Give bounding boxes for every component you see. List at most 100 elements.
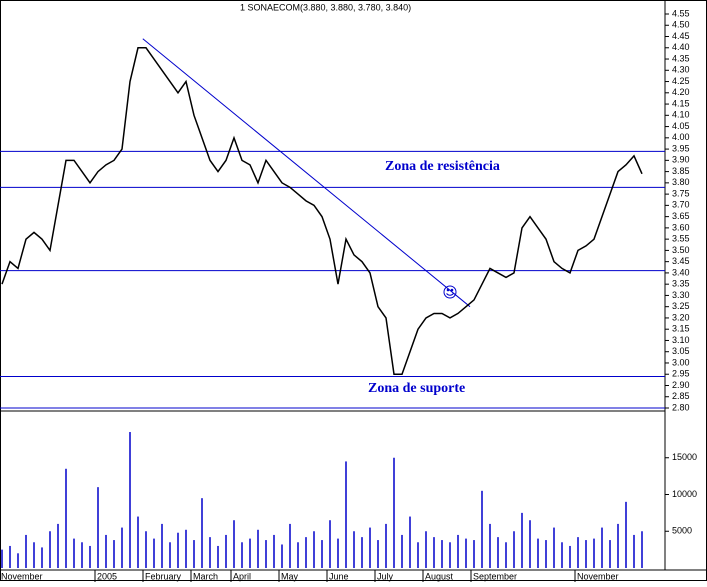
x-tick-label: June bbox=[329, 571, 349, 581]
volume-bar bbox=[537, 538, 539, 568]
volume-bar bbox=[529, 520, 531, 568]
volume-bar bbox=[105, 534, 107, 568]
x-tick-label: May bbox=[281, 571, 299, 581]
volume-bar bbox=[561, 542, 563, 568]
volume-bar bbox=[273, 534, 275, 568]
y-tick-label: 3.50 bbox=[672, 245, 690, 255]
y-tick-label: 15000 bbox=[672, 452, 697, 462]
y-tick-label: 2.95 bbox=[672, 369, 690, 379]
volume-bar bbox=[185, 529, 187, 568]
volume-bar bbox=[337, 538, 339, 568]
volume-bar bbox=[1, 549, 3, 568]
volume-bar bbox=[313, 531, 315, 568]
volume-bar bbox=[265, 540, 267, 568]
volume-bar bbox=[297, 542, 299, 568]
volume-bar bbox=[353, 531, 355, 568]
volume-bar bbox=[121, 527, 123, 568]
volume-bar bbox=[57, 523, 59, 568]
volume-bar bbox=[385, 523, 387, 568]
y-tick-label: 3.60 bbox=[672, 222, 690, 232]
y-tick-label: 3.15 bbox=[672, 324, 690, 334]
y-tick-label: 4.05 bbox=[672, 121, 690, 131]
volume-bar bbox=[577, 537, 579, 568]
y-tick-label: 2.90 bbox=[672, 380, 690, 390]
volume-bar bbox=[33, 542, 35, 568]
volume-bar bbox=[465, 538, 467, 568]
x-tick-label: March bbox=[193, 571, 218, 581]
y-tick-label: 3.70 bbox=[672, 200, 690, 210]
y-tick-label: 4.45 bbox=[672, 31, 690, 41]
volume-bar bbox=[497, 537, 499, 568]
x-tick-label: September bbox=[473, 571, 517, 581]
y-tick-label: 3.25 bbox=[672, 301, 690, 311]
volume-bar bbox=[361, 537, 363, 568]
volume-bar bbox=[377, 540, 379, 568]
volume-bar bbox=[233, 520, 235, 568]
y-tick-label: 4.35 bbox=[672, 53, 690, 63]
y-tick-label: 4.10 bbox=[672, 110, 690, 120]
price-line bbox=[1, 47, 643, 375]
y-tick-label: 3.40 bbox=[672, 267, 690, 277]
volume-bar bbox=[345, 461, 347, 568]
y-tick-label: 10000 bbox=[672, 489, 697, 499]
volume-bar bbox=[569, 545, 571, 568]
volume-bar bbox=[241, 542, 243, 568]
volume-bar bbox=[161, 523, 163, 568]
y-tick-label: 3.45 bbox=[672, 256, 690, 266]
volume-bar bbox=[305, 537, 307, 568]
volume-bar bbox=[505, 542, 507, 568]
volume-bar bbox=[257, 529, 259, 568]
y-tick-label: 3.20 bbox=[672, 312, 690, 322]
x-tick-label: August bbox=[425, 571, 454, 581]
x-tick-label: November bbox=[577, 571, 619, 581]
volume-bar bbox=[601, 527, 603, 568]
volume-bar bbox=[17, 553, 19, 568]
volume-bar bbox=[393, 457, 395, 568]
volume-bar bbox=[81, 542, 83, 568]
volume-bar bbox=[145, 531, 147, 568]
y-tick-label: 5000 bbox=[672, 526, 692, 536]
y-tick-label: 2.85 bbox=[672, 391, 690, 401]
y-tick-label: 4.00 bbox=[672, 132, 690, 142]
volume-bar bbox=[457, 534, 459, 568]
y-tick-label: 3.35 bbox=[672, 279, 690, 289]
volume-bar bbox=[641, 531, 643, 568]
volume-bar bbox=[449, 542, 451, 568]
volume-bar bbox=[417, 542, 419, 568]
volume-bar bbox=[113, 540, 115, 568]
volume-bar bbox=[201, 498, 203, 568]
y-tick-label: 4.55 bbox=[672, 8, 690, 18]
y-tick-label: 4.20 bbox=[672, 87, 690, 97]
chart-title: 1 SONAECOM(3.880, 3.880, 3.780, 3.840) bbox=[240, 2, 411, 12]
volume-bar bbox=[473, 540, 475, 568]
trend-line bbox=[142, 38, 471, 308]
volume-bar bbox=[433, 537, 435, 568]
y-tick-label: 3.85 bbox=[672, 166, 690, 176]
volume-bar bbox=[441, 540, 443, 568]
volume-bar bbox=[401, 534, 403, 568]
y-tick-label: 3.10 bbox=[672, 335, 690, 345]
volume-bar bbox=[633, 534, 635, 568]
volume-bar bbox=[49, 531, 51, 568]
volume-bar bbox=[593, 538, 595, 568]
y-tick-label: 3.65 bbox=[672, 211, 690, 221]
volume-bar bbox=[137, 516, 139, 568]
volume-bar bbox=[129, 432, 131, 568]
volume-bar bbox=[617, 523, 619, 568]
volume-bar bbox=[609, 540, 611, 568]
volume-bar bbox=[513, 531, 515, 568]
volume-bar bbox=[425, 531, 427, 568]
volume-bar bbox=[281, 544, 283, 568]
volume-bar bbox=[193, 540, 195, 568]
volume-bar bbox=[73, 538, 75, 568]
volume-bar bbox=[65, 468, 67, 568]
volume-bar bbox=[89, 545, 91, 568]
x-tick-label: July bbox=[377, 571, 394, 581]
volume-bar bbox=[553, 527, 555, 568]
x-tick-label: February bbox=[145, 571, 182, 581]
y-tick-label: 4.25 bbox=[672, 76, 690, 86]
y-tick-label: 3.55 bbox=[672, 234, 690, 244]
x-tick-label: April bbox=[233, 571, 251, 581]
